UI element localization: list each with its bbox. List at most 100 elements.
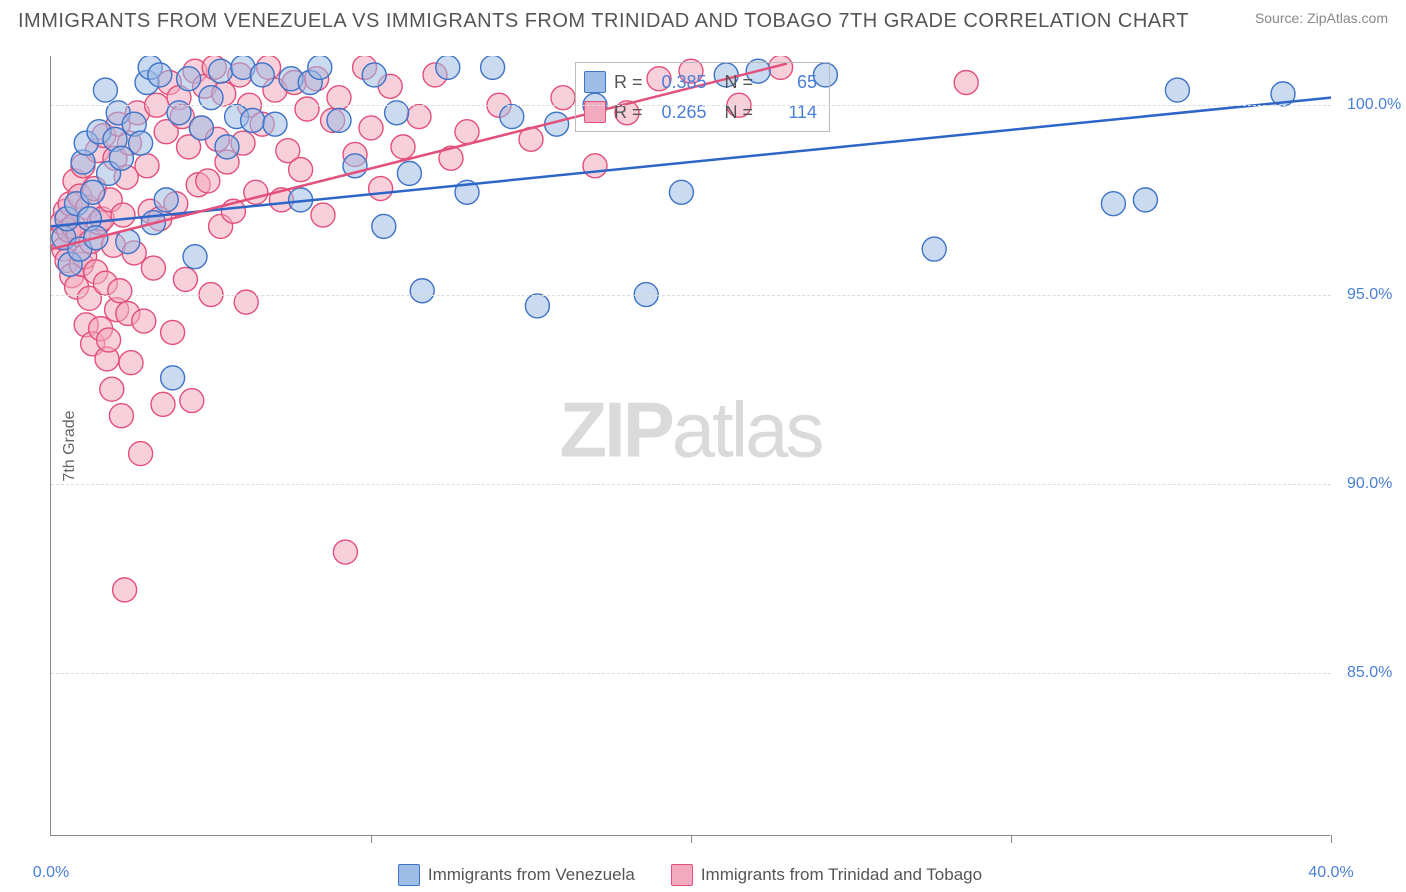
data-point: [151, 392, 175, 416]
data-point: [183, 59, 207, 83]
data-point: [391, 135, 415, 159]
data-point: [77, 207, 101, 231]
data-point: [212, 82, 236, 106]
data-point: [109, 404, 133, 428]
data-point: [82, 177, 106, 201]
data-point: [295, 97, 319, 121]
data-point: [66, 222, 90, 246]
correlation-stats-box: R =0.385 N =65R =0.265 N =114: [575, 62, 830, 132]
data-point: [53, 199, 77, 223]
data-point: [177, 67, 201, 91]
data-point: [193, 74, 217, 98]
data-point: [117, 131, 141, 155]
stat-n-value: 65: [761, 72, 817, 93]
data-point: [103, 146, 127, 170]
data-point: [164, 192, 188, 216]
source-link[interactable]: ZipAtlas.com: [1307, 10, 1388, 26]
data-point: [52, 226, 76, 250]
data-point: [209, 59, 233, 83]
data-point: [1165, 78, 1189, 102]
data-point: [148, 207, 172, 231]
data-point: [95, 347, 119, 371]
data-point: [180, 389, 204, 413]
data-point: [308, 56, 332, 79]
data-point: [114, 165, 138, 189]
data-point: [81, 332, 105, 356]
data-point: [186, 173, 210, 197]
data-point: [87, 120, 111, 144]
stats-row: R =0.385 N =65: [584, 67, 817, 97]
data-point: [154, 188, 178, 212]
data-point: [161, 366, 185, 390]
data-point: [68, 237, 92, 261]
data-point: [343, 154, 367, 178]
data-point: [369, 177, 393, 201]
data-point: [397, 161, 421, 185]
data-point: [108, 279, 132, 303]
data-point: [92, 124, 116, 148]
data-point: [154, 120, 178, 144]
data-point: [74, 313, 98, 337]
data-point: [481, 56, 505, 79]
data-point: [135, 71, 159, 95]
data-point: [132, 309, 156, 333]
data-point: [189, 116, 213, 140]
data-point: [372, 214, 396, 238]
data-point: [111, 203, 135, 227]
x-tick: [1011, 835, 1012, 843]
data-point: [52, 237, 76, 261]
x-tick: [371, 835, 372, 843]
data-point: [170, 105, 194, 129]
data-point: [436, 56, 460, 79]
data-point: [106, 112, 130, 136]
data-point: [73, 245, 97, 269]
data-point: [79, 230, 103, 254]
data-point: [228, 63, 252, 87]
data-point: [525, 294, 549, 318]
series-swatch: [584, 71, 606, 93]
data-point: [119, 351, 143, 375]
data-point: [55, 207, 79, 231]
data-point: [279, 67, 303, 91]
chart-svg: [51, 56, 1331, 836]
data-point: [173, 267, 197, 291]
data-point: [289, 188, 313, 212]
data-point: [85, 139, 109, 163]
data-point: [189, 116, 213, 140]
x-tick: [691, 835, 692, 843]
legend-label: Immigrants from Trinidad and Tobago: [701, 865, 982, 885]
data-point: [93, 78, 117, 102]
legend-label: Immigrants from Venezuela: [428, 865, 635, 885]
gridline: [51, 673, 1331, 674]
data-point: [101, 233, 125, 257]
data-point: [327, 108, 351, 132]
data-point: [58, 192, 82, 216]
data-point: [105, 298, 129, 322]
data-point: [60, 264, 84, 288]
data-point: [954, 71, 978, 95]
y-tick-label: 85.0%: [1347, 664, 1392, 682]
data-point: [311, 203, 335, 227]
data-point: [221, 199, 245, 223]
data-point: [76, 195, 100, 219]
data-point: [141, 256, 165, 280]
data-point: [161, 320, 185, 344]
gridline: [51, 295, 1331, 296]
data-point: [298, 71, 322, 95]
data-point: [129, 131, 153, 155]
data-point: [93, 271, 117, 295]
stat-r-value: 0.385: [651, 72, 707, 93]
data-point: [109, 146, 133, 170]
data-point: [55, 248, 79, 272]
data-point: [138, 56, 162, 79]
data-point: [1133, 188, 1157, 212]
data-point: [269, 188, 293, 212]
data-point: [263, 112, 287, 136]
y-tick-label: 90.0%: [1347, 475, 1392, 493]
legend-item: Immigrants from Venezuela: [398, 864, 635, 886]
data-point: [500, 105, 524, 129]
stat-r-label: R =: [614, 72, 643, 93]
data-point: [244, 180, 268, 204]
data-point: [135, 154, 159, 178]
data-point: [583, 154, 607, 178]
